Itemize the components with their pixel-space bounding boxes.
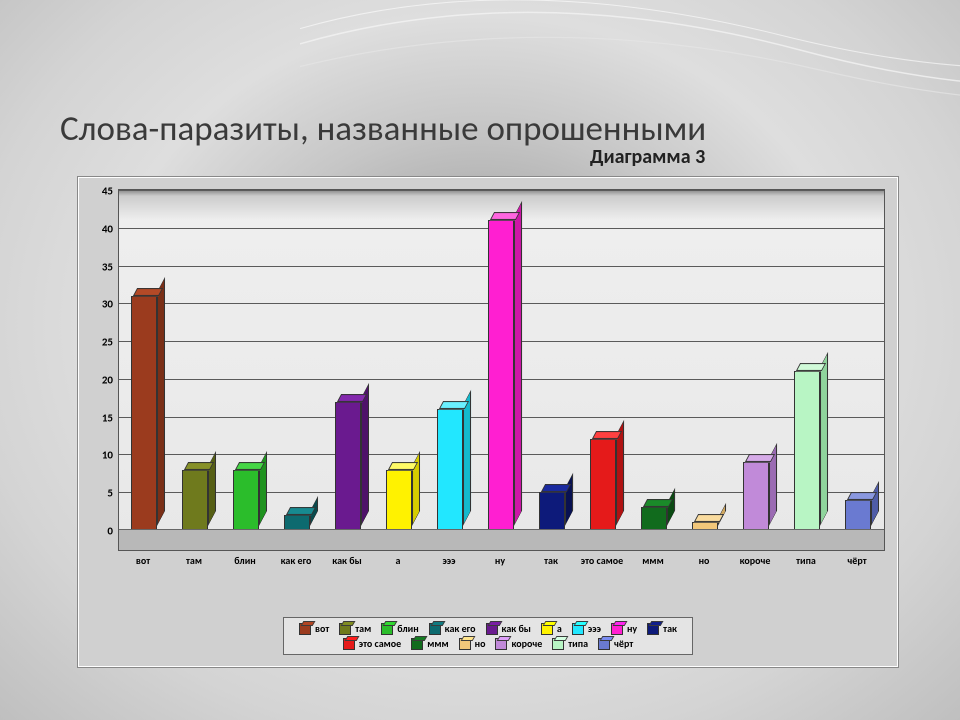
- legend-label: вот: [315, 622, 329, 635]
- legend-item: ну: [611, 622, 637, 635]
- legend-label: как бы: [502, 622, 531, 635]
- bar: [335, 402, 361, 530]
- bar: [182, 470, 208, 530]
- legend-swatch: [343, 638, 355, 650]
- y-tick-label: 35: [102, 260, 113, 273]
- legend-item: как бы: [486, 622, 531, 635]
- bar: [386, 470, 412, 530]
- y-tick-label: 10: [102, 449, 113, 462]
- y-tick-label: 40: [102, 222, 113, 235]
- legend-item: блин: [381, 622, 418, 635]
- legend-swatch: [495, 638, 507, 650]
- legend-label: это самое: [359, 637, 401, 650]
- x-tick-label: чёрт: [832, 555, 882, 566]
- bar: [845, 500, 871, 530]
- bar: [641, 507, 667, 530]
- legend-item: эээ: [572, 622, 601, 635]
- legend-item: там: [339, 622, 371, 635]
- bar: [743, 462, 769, 530]
- y-tick-label: 25: [102, 336, 113, 349]
- legend-item: короче: [495, 637, 542, 650]
- y-tick-label: 45: [102, 185, 113, 198]
- plot-floor: [119, 529, 884, 550]
- legend-swatch: [572, 623, 584, 635]
- legend-item: чёрт: [598, 637, 633, 650]
- bar: [131, 296, 157, 530]
- legend-label: эээ: [588, 622, 601, 635]
- legend-label: ну: [627, 622, 637, 635]
- x-tick-label: ммм: [628, 555, 678, 566]
- legend-item: но: [459, 637, 486, 650]
- legend-label: но: [475, 637, 486, 650]
- x-tick-label: там: [169, 555, 219, 566]
- page-title: Слова-паразиты, названные опрошенными: [60, 108, 706, 150]
- legend-item: а: [541, 622, 562, 635]
- legend-swatch: [299, 623, 311, 635]
- legend-swatch: [552, 638, 564, 650]
- legend-swatch: [459, 638, 471, 650]
- x-tick-label: а: [373, 555, 423, 566]
- legend-label: а: [557, 622, 562, 635]
- legend-label: так: [663, 622, 677, 635]
- legend-label: ммм: [427, 637, 448, 650]
- y-tick-label: 20: [102, 373, 113, 386]
- chart-container: 051015202530354045 воттамблинкак егокак …: [77, 176, 899, 668]
- x-tick-label: это самое: [577, 555, 627, 566]
- bars-layer: [119, 190, 884, 530]
- chart-subtitle: Диаграмма 3: [590, 145, 705, 169]
- y-tick-label: 30: [102, 298, 113, 311]
- bar: [539, 492, 565, 530]
- legend-label: там: [355, 622, 371, 635]
- legend-item: как его: [429, 622, 476, 635]
- bar: [284, 515, 310, 530]
- y-tick-label: 5: [107, 487, 113, 500]
- legend-swatch: [611, 623, 623, 635]
- legend-swatch: [339, 623, 351, 635]
- y-tick-label: 0: [107, 525, 113, 538]
- x-tick-label: как его: [271, 555, 321, 566]
- x-tick-label: как бы: [322, 555, 372, 566]
- legend-swatch: [598, 638, 610, 650]
- legend-item: вот: [299, 622, 329, 635]
- plot-area: 051015202530354045: [118, 189, 885, 551]
- bar: [233, 470, 259, 530]
- legend: вот там блин как его как бы а эээ ну так это само…: [283, 617, 693, 655]
- x-tick-label: ну: [475, 555, 525, 566]
- legend-item: это самое: [343, 637, 401, 650]
- legend-swatch: [411, 638, 423, 650]
- bar: [488, 220, 514, 530]
- x-tick-label: так: [526, 555, 576, 566]
- legend-label: типа: [568, 637, 588, 650]
- x-tick-label: эээ: [424, 555, 474, 566]
- x-tick-label: блин: [220, 555, 270, 566]
- x-tick-label: короче: [730, 555, 780, 566]
- x-tick-label: вот: [118, 555, 168, 566]
- legend-label: короче: [511, 637, 542, 650]
- y-tick-label: 15: [102, 411, 113, 424]
- legend-swatch: [541, 623, 553, 635]
- legend-item: ммм: [411, 637, 448, 650]
- legend-item: так: [647, 622, 677, 635]
- legend-swatch: [429, 623, 441, 635]
- legend-label: как его: [445, 622, 476, 635]
- x-tick-label: но: [679, 555, 729, 566]
- bar: [794, 371, 820, 530]
- slide: Слова-паразиты, названные опрошенными Ди…: [0, 0, 960, 720]
- legend-item: типа: [552, 637, 588, 650]
- bar: [590, 439, 616, 530]
- legend-swatch: [486, 623, 498, 635]
- x-tick-label: типа: [781, 555, 831, 566]
- legend-label: чёрт: [614, 637, 633, 650]
- bar: [437, 409, 463, 530]
- legend-swatch: [647, 623, 659, 635]
- legend-label: блин: [397, 622, 418, 635]
- legend-swatch: [381, 623, 393, 635]
